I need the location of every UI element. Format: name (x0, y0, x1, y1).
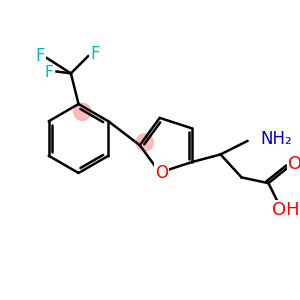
Circle shape (74, 103, 91, 120)
Circle shape (136, 134, 153, 151)
Text: F: F (90, 45, 100, 63)
Text: NH₂: NH₂ (261, 130, 292, 148)
Text: O: O (155, 164, 168, 182)
Text: O: O (288, 155, 300, 173)
Text: OH: OH (272, 201, 299, 219)
Text: F: F (44, 65, 53, 80)
Text: F: F (35, 47, 45, 65)
